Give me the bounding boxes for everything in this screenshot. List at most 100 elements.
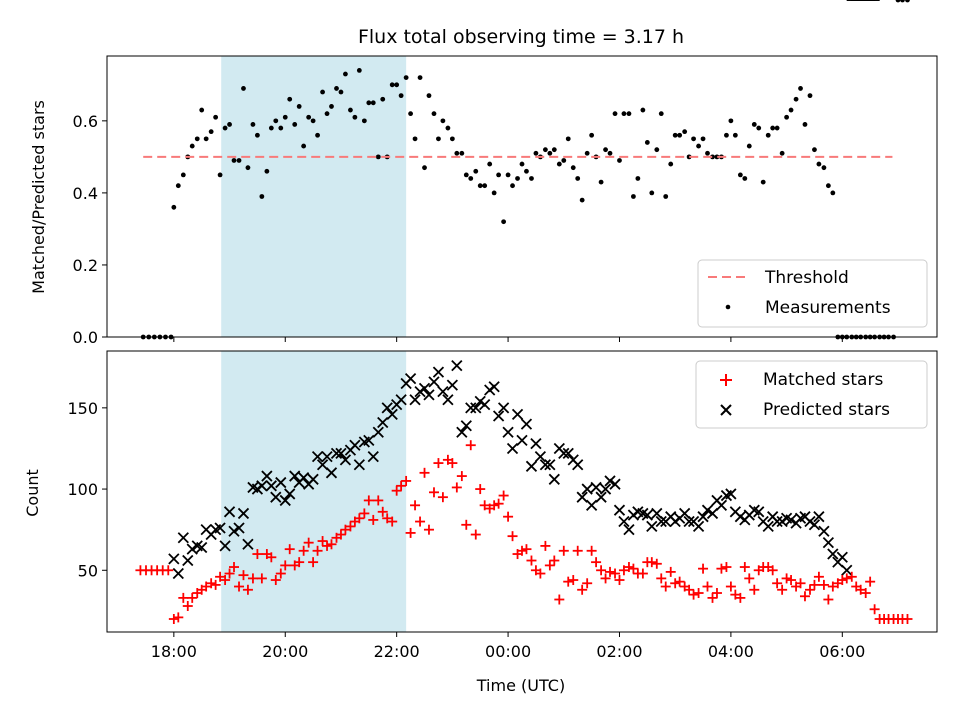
predicted-star-point — [539, 459, 552, 471]
predicted-star-point — [418, 382, 431, 394]
predicted-star-point — [265, 480, 277, 492]
matched-star-point — [855, 584, 866, 595]
matched-star-point — [479, 500, 490, 511]
measurement-point — [463, 172, 469, 178]
x-tick-label: 02:00 — [596, 642, 642, 661]
measurement-point — [175, 183, 181, 189]
x-tick-label: 18:00 — [151, 642, 197, 661]
measurement-point — [431, 111, 437, 117]
predicted-star-point — [502, 426, 514, 438]
matched-star-point — [725, 581, 736, 592]
matched-star-point — [182, 601, 193, 612]
measurement-point — [612, 111, 618, 117]
matched-star-point — [521, 544, 532, 555]
measurement-point — [320, 89, 325, 95]
measurement-point — [724, 132, 729, 138]
predicted-star-point — [725, 488, 737, 500]
measurement-point — [561, 158, 567, 163]
measurement-point — [380, 96, 386, 102]
matched-star-point — [665, 566, 676, 577]
predicted-star-point — [706, 507, 719, 520]
measurement-point — [268, 125, 274, 131]
matched-star-point — [168, 614, 179, 625]
matched-star-point — [368, 514, 379, 525]
matched-star-point — [651, 558, 662, 569]
measurement-point — [760, 179, 766, 185]
matched-star-point — [229, 562, 240, 573]
measurement-point — [208, 129, 214, 135]
matched-star-point — [846, 571, 857, 582]
matched-star-point — [818, 579, 829, 590]
predicted-star-point — [372, 426, 384, 438]
matched-star-point — [345, 521, 356, 532]
measurement-point — [598, 179, 604, 185]
predicted-star-point — [404, 372, 417, 385]
x-tick-label: 06:00 — [819, 642, 865, 661]
top-y-ticks: 0.0 0.2 0.4 0.6 — [73, 112, 107, 347]
measurement-point — [658, 111, 664, 117]
matched-star-point — [270, 575, 281, 586]
measurement-point — [296, 104, 302, 109]
predicted-star-point — [196, 541, 208, 554]
measurement-point — [189, 143, 195, 149]
matched-star-point — [749, 584, 760, 595]
matched-star-point — [517, 545, 527, 556]
x-tick-label: 00:00 — [485, 642, 531, 661]
measurement-point — [496, 172, 502, 178]
y-tick-label: 0.4 — [73, 184, 98, 203]
matched-star-point — [433, 458, 444, 469]
legend-matched-label: Matched stars — [763, 370, 883, 390]
measurement-point — [774, 125, 780, 131]
legend-threshold-label: Threshold — [764, 268, 849, 288]
measurement-point — [292, 122, 298, 127]
measurement-point — [250, 122, 256, 127]
bottom-plot-frame — [106, 350, 938, 633]
predicted-star-point — [316, 459, 329, 471]
matched-star-point — [605, 566, 616, 577]
matched-star-point — [242, 584, 253, 595]
matched-star-point — [340, 524, 351, 535]
predicted-star-point — [330, 447, 343, 459]
measurement-point — [278, 125, 284, 131]
measurement-point — [821, 165, 827, 171]
matched-star-point — [456, 471, 467, 482]
predicted-star-point — [651, 507, 663, 520]
measurement-point — [635, 176, 641, 181]
predicted-star-point — [321, 450, 333, 463]
measurement-point — [454, 150, 460, 156]
predicted-star-point — [353, 459, 365, 471]
matched-star-point — [475, 484, 486, 495]
predicted-star-point — [548, 473, 560, 485]
predicted-star-point — [701, 504, 714, 516]
matched-star-point — [674, 576, 685, 587]
matched-star-point — [823, 594, 834, 605]
matched-star-point — [423, 524, 434, 535]
measurement-point — [301, 143, 307, 149]
measurement-point — [529, 176, 534, 181]
measurement-point — [389, 82, 395, 88]
predicted-star-point — [172, 567, 184, 580]
measurement-point — [449, 136, 455, 142]
matched-star-point — [735, 592, 746, 603]
measurement-point — [370, 100, 376, 106]
predicted-star-point — [488, 381, 500, 393]
measurement-point — [213, 114, 219, 120]
measurement-point — [259, 194, 265, 199]
predicted-star-point — [219, 540, 231, 552]
measurement-point — [728, 118, 734, 124]
measurement-point — [668, 161, 674, 167]
matched-star-point — [684, 584, 695, 595]
matched-star-point — [294, 557, 305, 568]
predicted-star-point — [808, 519, 821, 531]
predicted-star-point — [516, 434, 528, 446]
measurement-point — [696, 143, 701, 149]
matched-star-point — [215, 571, 226, 582]
measurement-point — [180, 172, 186, 178]
predicted-star-point — [585, 499, 598, 511]
predicted-star-point — [497, 402, 510, 414]
measurement-point — [663, 194, 669, 199]
matched-star-point — [795, 578, 806, 589]
predicted-star-point — [771, 515, 783, 528]
measurement-point — [203, 136, 209, 142]
matched-star-point — [869, 604, 880, 615]
